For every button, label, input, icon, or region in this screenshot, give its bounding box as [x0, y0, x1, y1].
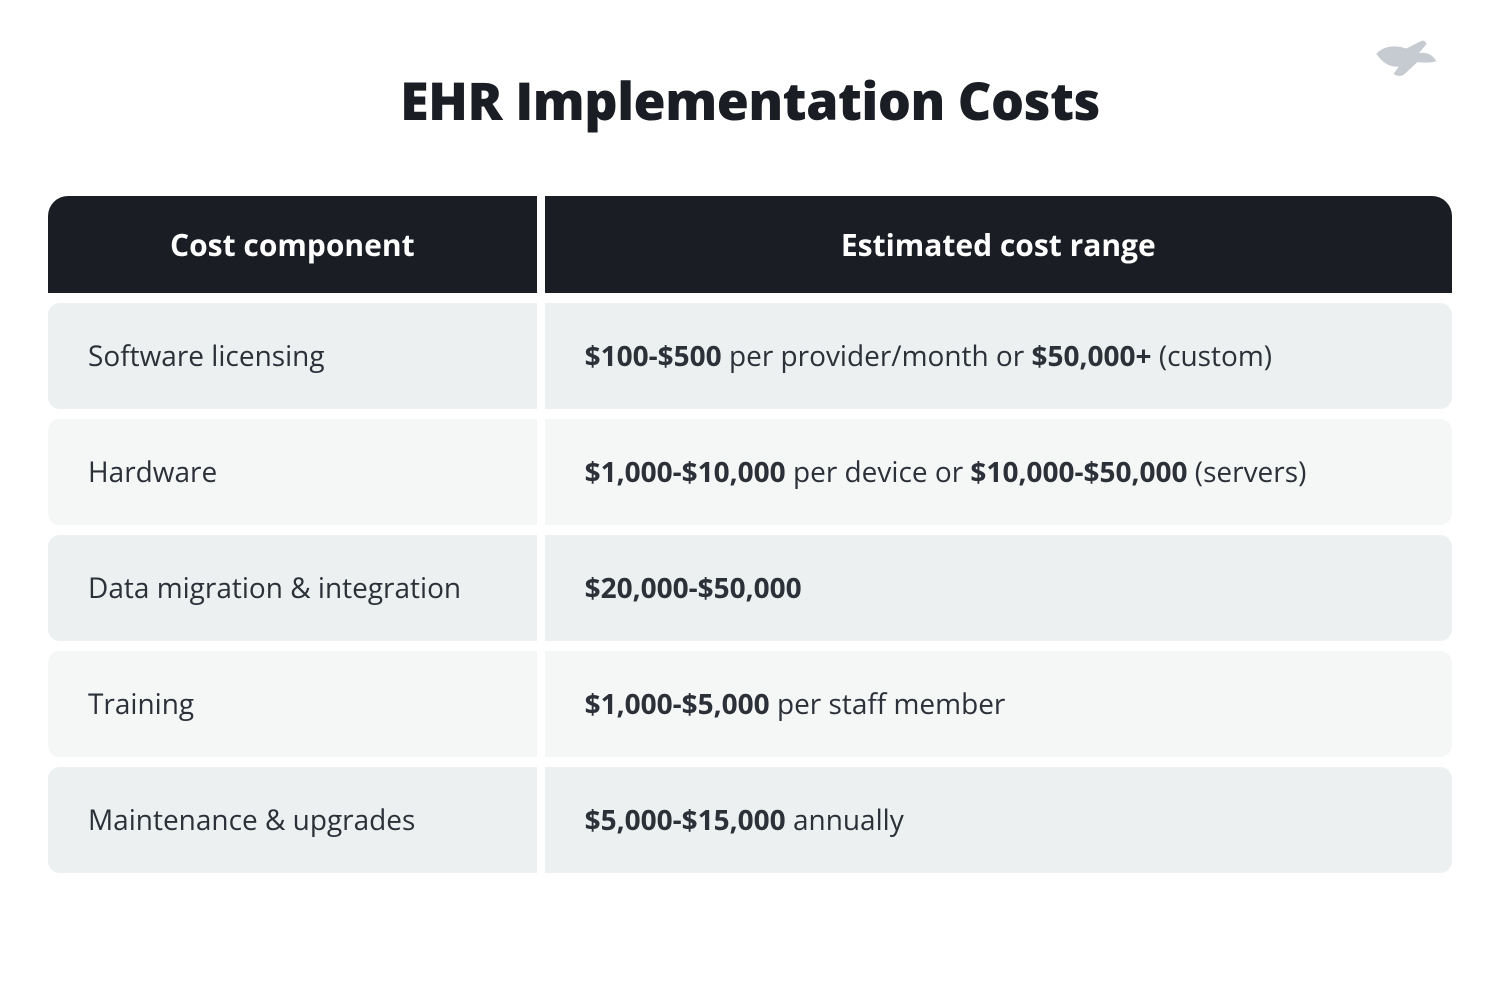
cell-component: Software licensing — [48, 303, 537, 409]
cost-value-bold: $10,000-$50,000 — [970, 453, 1187, 491]
column-header-cost: Estimated cost range — [545, 196, 1452, 293]
cell-component: Training — [48, 651, 537, 757]
cell-cost: $20,000-$50,000 — [545, 535, 1452, 641]
table-row: Software licensing $100-$500 per provide… — [48, 303, 1452, 409]
table-row: Hardware $1,000-$10,000 per device or $1… — [48, 419, 1452, 525]
cost-value-text: per provider/month or — [722, 337, 1032, 375]
cell-component: Data migration & integration — [48, 535, 537, 641]
cell-cost: $1,000-$10,000 per device or $10,000-$50… — [545, 419, 1452, 525]
bird-logo-icon — [1365, 35, 1440, 90]
table-row: Maintenance & upgrades $5,000-$15,000 an… — [48, 767, 1452, 873]
cost-value-bold: $5,000-$15,000 — [585, 801, 786, 839]
page-title: EHR Implementation Costs — [40, 65, 1460, 136]
cost-value-text: (servers) — [1188, 453, 1307, 491]
cost-value-text: per staff member — [770, 685, 1006, 723]
cell-component: Hardware — [48, 419, 537, 525]
cost-value-bold: $20,000-$50,000 — [585, 569, 802, 607]
column-header-component: Cost component — [48, 196, 537, 293]
cost-value-text: annually — [786, 801, 904, 839]
cost-value-bold: $50,000+ — [1032, 337, 1152, 375]
cost-value-bold: $1,000-$10,000 — [585, 453, 786, 491]
cell-cost: $1,000-$5,000 per staff member — [545, 651, 1452, 757]
cost-value-text: (custom) — [1152, 337, 1272, 375]
table-row: Data migration & integration $20,000-$50… — [48, 535, 1452, 641]
cell-component: Maintenance & upgrades — [48, 767, 537, 873]
table-row: Training $1,000-$5,000 per staff member — [48, 651, 1452, 757]
cost-table: Cost component Estimated cost range Soft… — [40, 186, 1460, 883]
table-header-row: Cost component Estimated cost range — [48, 196, 1452, 293]
cell-cost: $5,000-$15,000 annually — [545, 767, 1452, 873]
cost-value-bold: $100-$500 — [585, 337, 722, 375]
cost-value-text: per device or — [786, 453, 971, 491]
cost-value-bold: $1,000-$5,000 — [585, 685, 770, 723]
cell-cost: $100-$500 per provider/month or $50,000+… — [545, 303, 1452, 409]
